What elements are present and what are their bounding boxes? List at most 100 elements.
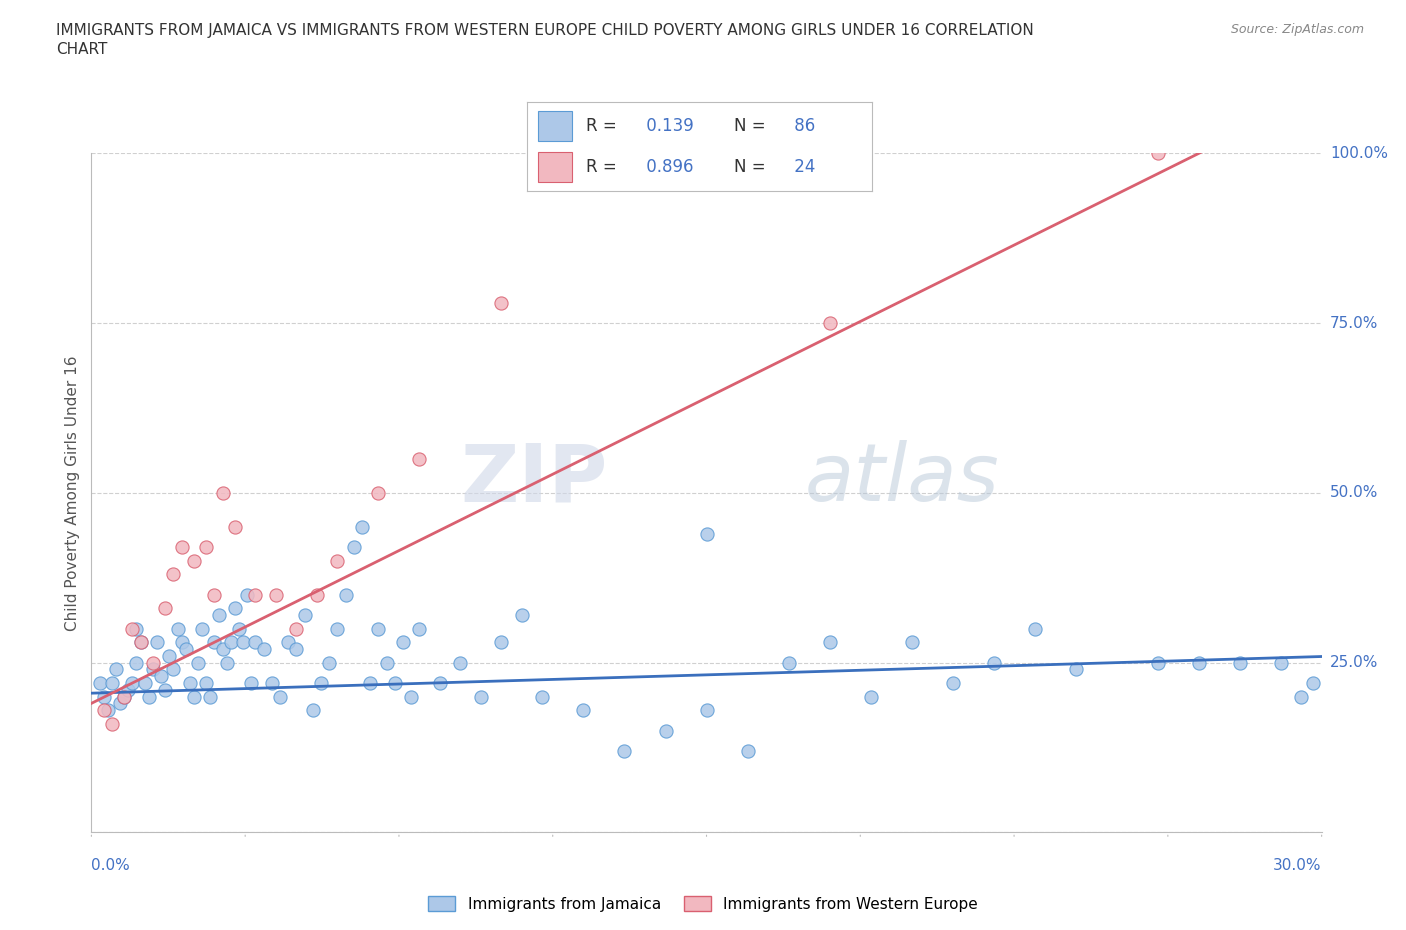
Point [375, 656, 398, 671]
Text: N =: N = [734, 158, 765, 176]
Point [470, 689, 492, 704]
Point [112, 689, 135, 704]
Point [112, 689, 135, 704]
Point [350, 519, 373, 534]
Point [101, 716, 124, 731]
Point [245, 588, 267, 603]
Point [384, 675, 406, 690]
Point [859, 689, 882, 704]
Point [818, 635, 841, 650]
Point [408, 452, 430, 467]
Point [1289, 689, 1312, 704]
Point [125, 656, 148, 671]
Point [1229, 656, 1251, 671]
Point [224, 519, 246, 534]
Point [117, 683, 139, 698]
FancyBboxPatch shape [537, 112, 572, 141]
Point [778, 656, 800, 671]
Point [260, 675, 283, 690]
Point [153, 683, 177, 698]
Point [245, 635, 267, 650]
Point [179, 675, 201, 690]
Point [326, 553, 349, 568]
Point [695, 703, 717, 718]
Point [211, 642, 233, 657]
Point [654, 724, 676, 738]
Legend: Immigrants from Jamaica, Immigrants from Western Europe: Immigrants from Jamaica, Immigrants from… [422, 889, 984, 918]
Text: CHART: CHART [56, 42, 108, 57]
Point [93, 689, 115, 704]
Point [613, 743, 636, 758]
Text: N =: N = [734, 117, 765, 135]
Point [240, 675, 263, 690]
Point [129, 635, 152, 650]
Point [146, 635, 169, 650]
Point [326, 621, 349, 636]
Point [97, 703, 120, 718]
Text: 0.896: 0.896 [641, 158, 693, 176]
Point [392, 635, 415, 650]
Point [162, 567, 184, 582]
Point [142, 656, 165, 671]
Point [153, 601, 177, 616]
Text: 50.0%: 50.0% [1330, 485, 1378, 500]
Point [318, 656, 340, 671]
Point [162, 662, 184, 677]
Text: Source: ZipAtlas.com: Source: ZipAtlas.com [1230, 23, 1364, 36]
Point [200, 689, 222, 704]
Point [301, 703, 323, 718]
Point [343, 539, 366, 554]
Point [138, 689, 160, 704]
Point [170, 539, 193, 554]
Text: 86: 86 [789, 117, 815, 135]
Point [491, 296, 513, 311]
Point [367, 621, 389, 636]
Text: 30.0%: 30.0% [1274, 858, 1322, 873]
Point [134, 675, 156, 690]
Point [142, 662, 165, 677]
Point [207, 607, 229, 622]
Point [224, 601, 246, 616]
Point [195, 675, 218, 690]
Point [215, 656, 238, 671]
FancyBboxPatch shape [537, 152, 572, 182]
Point [157, 648, 180, 663]
Point [305, 588, 328, 603]
Point [191, 621, 214, 636]
Point [219, 635, 242, 650]
Text: 0.139: 0.139 [641, 117, 693, 135]
Point [121, 621, 143, 636]
Point [294, 607, 316, 622]
Point [108, 696, 131, 711]
Point [228, 621, 250, 636]
Point [93, 703, 115, 718]
Point [449, 656, 471, 671]
Text: atlas: atlas [804, 440, 1000, 518]
Point [695, 526, 717, 541]
Point [166, 621, 188, 636]
Point [510, 607, 533, 622]
Point [531, 689, 554, 704]
Point [183, 689, 205, 704]
Point [1270, 656, 1292, 671]
Text: IMMIGRANTS FROM JAMAICA VS IMMIGRANTS FROM WESTERN EUROPE CHILD POVERTY AMONG GI: IMMIGRANTS FROM JAMAICA VS IMMIGRANTS FR… [56, 23, 1033, 38]
Point [900, 635, 922, 650]
Point [174, 642, 197, 657]
Point [491, 635, 513, 650]
Point [129, 635, 152, 650]
Point [1302, 675, 1324, 690]
Point [429, 675, 451, 690]
Point [1146, 656, 1168, 671]
Text: R =: R = [586, 117, 617, 135]
Point [572, 703, 595, 718]
Text: 24: 24 [789, 158, 815, 176]
Point [253, 642, 276, 657]
Point [211, 485, 233, 500]
Y-axis label: Child Poverty Among Girls Under 16: Child Poverty Among Girls Under 16 [65, 355, 80, 631]
Point [983, 656, 1005, 671]
Text: 25.0%: 25.0% [1330, 655, 1378, 671]
Point [285, 642, 308, 657]
Point [277, 635, 299, 650]
Point [1024, 621, 1046, 636]
Point [264, 588, 287, 603]
